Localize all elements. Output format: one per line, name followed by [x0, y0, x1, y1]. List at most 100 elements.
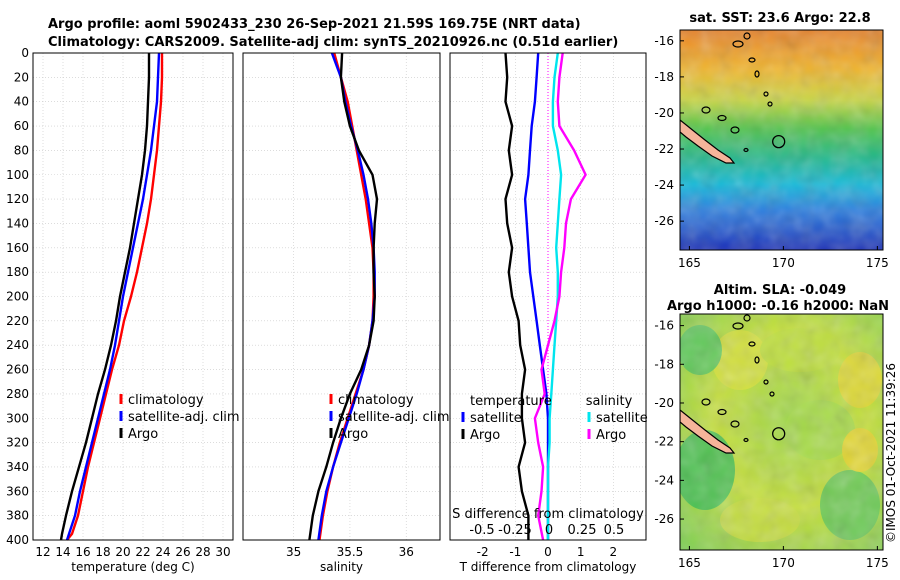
temperature-legend-label: satellite-adj. clim	[128, 410, 240, 425]
salinity-x-tick-label: 35.5	[337, 545, 364, 559]
sst_map-lon-label: 175	[866, 256, 889, 270]
sst_map-lon-label: 170	[772, 256, 795, 270]
temperature-line-argo	[59, 53, 151, 541]
depth-tick-label: 140	[6, 216, 29, 230]
temperature-panel: 0 20 40 60 80 100 120 140 160 180 200 220 240 260 280 3…	[6, 46, 240, 574]
sst_map-lat-label: -18	[654, 70, 674, 84]
differences-frame	[449, 52, 647, 541]
depth-tick-label: 380	[6, 509, 29, 523]
salinity-x-tick-label: 36	[399, 545, 414, 559]
sst-map-axes: 165 170 175 -16 -18 -20 -22 -24 -26	[654, 34, 888, 270]
salinity-legend-label: satellite-adj. clim	[338, 410, 450, 425]
argo-position-marker-sst	[772, 134, 786, 149]
legend-temperature-label: satellite	[470, 411, 522, 426]
salinity-plot-area	[243, 53, 440, 540]
depth-tick-label: 280	[6, 387, 29, 401]
sla_map-lon-label: 165	[678, 556, 701, 570]
sst_map-lat-label: -22	[654, 142, 674, 156]
s-difference-tick-label: 0	[545, 523, 553, 538]
sst_map-lat-label: -20	[654, 106, 674, 120]
salinity-legend-label: climatology	[338, 393, 414, 408]
sla-map-title-2: Argo h1000: -0.16 h2000: NaN	[667, 299, 889, 314]
temperature-x-tick-label: 24	[155, 545, 170, 559]
differences-x-tick-label: 2	[610, 545, 618, 559]
temperature-frame	[32, 52, 234, 541]
differences-x-tick-label: -2	[477, 545, 489, 559]
differences-line-salinity-argo	[533, 52, 587, 541]
sst_map-lat-label: -16	[654, 34, 674, 48]
depth-tick-label: 80	[14, 143, 29, 157]
legend-temperature-label: Argo	[470, 428, 500, 443]
temperature-x-tick-label: 28	[195, 545, 210, 559]
salinity-panel: 35 35.5 36 salinity climatology satellite-adj…	[242, 52, 450, 574]
temperature-x-tick-label: 16	[75, 545, 90, 559]
legend-salinity-title: salinity	[586, 394, 633, 409]
salinity-legend-label: Argo	[338, 427, 368, 442]
new-caledonia-land-sst	[680, 119, 736, 164]
sla-texture	[680, 314, 883, 550]
depth-tick-label: 0	[21, 46, 29, 60]
new-caledonia-land-sla	[680, 409, 736, 454]
title-line-1: Argo profile: aoml 5902433_230 26-Sep-20…	[48, 17, 581, 32]
depth-tick-label: 260	[6, 363, 29, 377]
argo-position-marker-sla	[772, 427, 786, 441]
differences-line-temperature-argo	[504, 52, 530, 540]
differences-x-axis-label: T difference from climatology	[459, 560, 637, 574]
legend-temperature-title: temperature	[470, 394, 552, 409]
sla_map-lon-label: 170	[772, 556, 795, 570]
sst-map-frame	[679, 29, 884, 251]
temperature-x-tick-label: 26	[175, 545, 190, 559]
sla_map-lat-label: -26	[654, 512, 674, 526]
differences-x-tick-label: -1	[509, 545, 521, 559]
sla-map-title-1: Altim. SLA: -0.049	[714, 283, 846, 298]
sst-texture	[680, 30, 883, 250]
depth-tick-label: 120	[6, 192, 29, 206]
depth-tick-label: 320	[6, 436, 29, 450]
temperature-x-tick-label: 30	[215, 545, 230, 559]
s-difference-tick-label: 0.5	[604, 523, 625, 538]
depth-tick-label: 400	[6, 533, 29, 547]
depth-tick-label: 360	[6, 484, 29, 498]
temperature-line-climatology	[66, 53, 164, 541]
depth-tick-label: 40	[14, 95, 29, 109]
copyright-stamp: ©IMOS 01-Oct-2021 11:39:26	[884, 363, 898, 543]
sla_map-lat-label: -18	[654, 357, 674, 371]
depth-tick-label: 300	[6, 411, 29, 425]
sst-map-panel: sat. SST: 23.6 Argo: 22.8 165 170 175 -16 -1…	[654, 11, 888, 270]
differences-x-tick-label: 0	[544, 545, 552, 559]
depth-tick-label: 340	[6, 460, 29, 474]
sla-map-frame	[679, 313, 884, 551]
depth-tick-label: 160	[6, 241, 29, 255]
sla-map-axes: 165 170 175 -16 -18 -20 -22 -24 -26	[654, 319, 888, 570]
salinity-x-axis-label: salinity	[320, 560, 363, 574]
sst_map-lat-label: -26	[654, 214, 674, 228]
sst-map-title: sat. SST: 23.6 Argo: 22.8	[689, 11, 870, 26]
s-difference-tick-label: 0.25	[568, 523, 597, 538]
legend-salinity-label: Argo	[596, 428, 626, 443]
depth-tick-label: 100	[6, 168, 29, 182]
temperature-x-tick-label: 18	[95, 545, 110, 559]
temperature-line-satellite-adj-clim	[65, 52, 161, 541]
sla_map-lat-label: -16	[654, 319, 674, 333]
salinity-line-argo	[308, 52, 379, 541]
temperature-x-tick-label: 22	[135, 545, 150, 559]
sst_map-lon-label: 165	[678, 256, 701, 270]
s-difference-tick-label: -0.5	[469, 523, 494, 538]
sla_map-lon-label: 175	[866, 556, 889, 570]
sla_map-lat-label: -20	[654, 396, 674, 410]
temperature-x-axis-label: temperature (deg C)	[71, 560, 194, 574]
s-difference-axis-label: S difference from climatology	[452, 507, 644, 522]
temperature-legend-label: climatology	[128, 393, 204, 408]
temperature-x-tick-label: 20	[115, 545, 130, 559]
differences-line-salinity-satellite	[546, 52, 563, 540]
difference-panel: -2 -1 0 1 2T difference from climatology temp…	[449, 52, 648, 574]
depth-tick-label: 200	[6, 290, 29, 304]
sla_map-lat-label: -22	[654, 435, 674, 449]
depth-tick-label: 180	[6, 265, 29, 279]
salinity-x-tick-label: 35	[286, 545, 301, 559]
depth-tick-label: 220	[6, 314, 29, 328]
s-difference-tick-label: -0.25	[498, 523, 532, 538]
depth-tick-label: 60	[14, 119, 29, 133]
depth-tick-label: 240	[6, 338, 29, 352]
